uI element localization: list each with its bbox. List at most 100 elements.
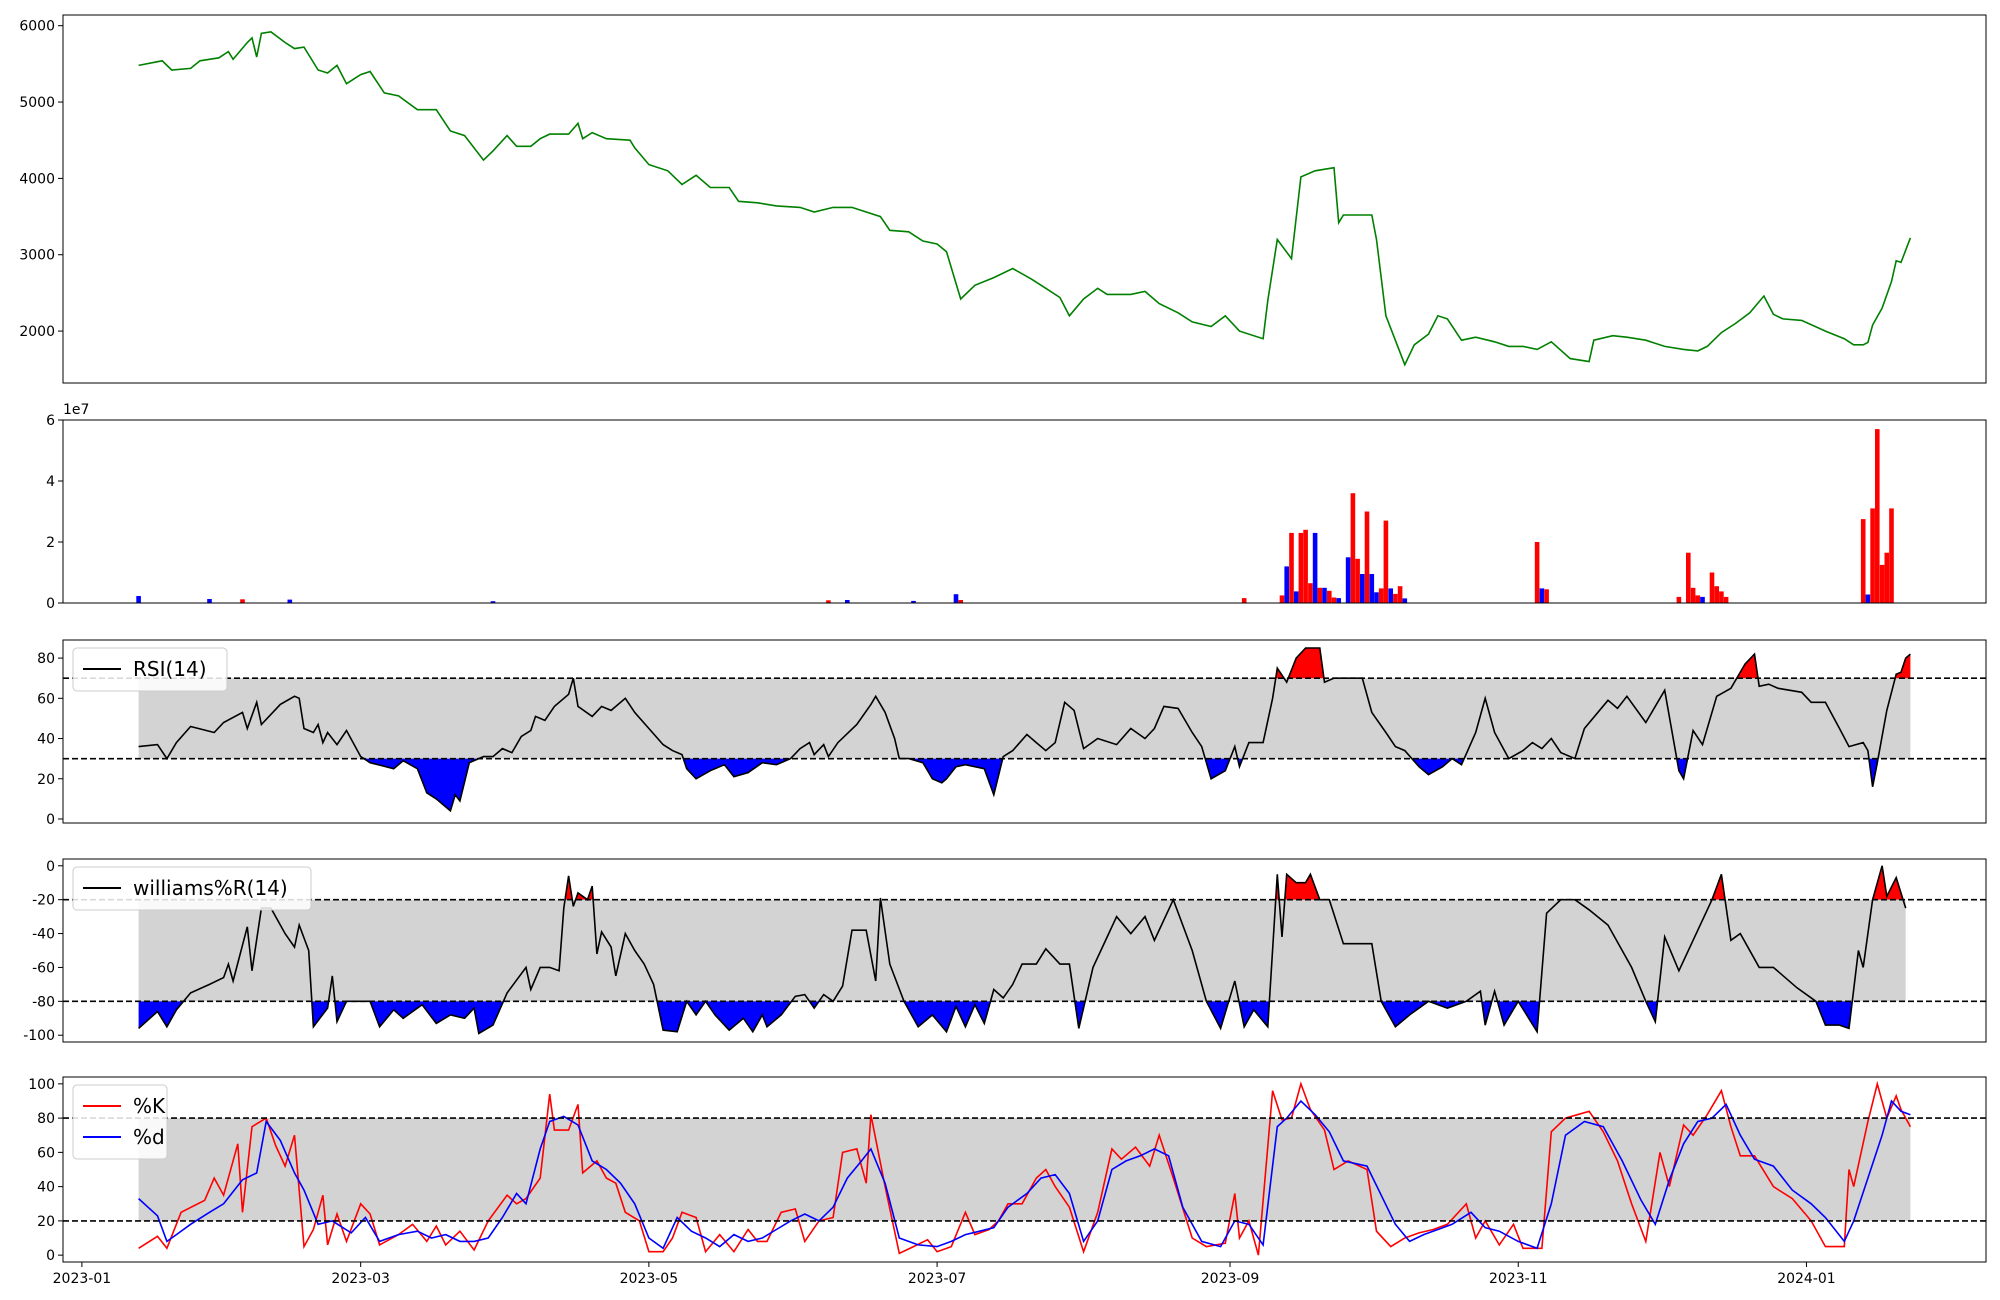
volume-bar bbox=[1308, 583, 1313, 603]
volume-bar bbox=[1875, 429, 1880, 603]
rsi-overbought-fill bbox=[1895, 654, 1911, 679]
volume-bar bbox=[1397, 586, 1403, 603]
volume-bar bbox=[1369, 574, 1375, 603]
volume-bar bbox=[136, 596, 141, 603]
volume-bar bbox=[1284, 566, 1289, 603]
williams-y-tick-label: -40 bbox=[32, 927, 55, 943]
volume-bar bbox=[1322, 587, 1327, 604]
volume-bar bbox=[1676, 596, 1682, 603]
x-axis: 2023-01 2023-03 2023-05 2023-07 2023-09 2023-… bbox=[53, 1262, 1836, 1287]
volume-bar bbox=[490, 601, 496, 603]
volume-bar bbox=[1686, 552, 1691, 603]
rsi-axes: 0 20 40 60 80 RSI(14) bbox=[37, 647, 1986, 828]
williams-y-tick-label: -80 bbox=[32, 994, 55, 1010]
price-line bbox=[138, 30, 1912, 367]
volume-bar bbox=[1723, 596, 1729, 603]
williams-oversold-fill bbox=[311, 1001, 329, 1027]
x-tick-label: 2023-03 bbox=[331, 1271, 390, 1287]
volume-bar bbox=[1298, 532, 1304, 603]
volume-bar bbox=[1695, 595, 1701, 603]
volume-bar bbox=[1350, 493, 1356, 603]
rsi-oversold-fill bbox=[1868, 758, 1879, 787]
x-tick-label: 2023-05 bbox=[620, 1271, 679, 1287]
williams-y-tick-label: -20 bbox=[32, 893, 55, 909]
williams-oversold-fill bbox=[686, 1001, 706, 1015]
volume-bar bbox=[1700, 596, 1705, 603]
volume-bar bbox=[1289, 532, 1294, 603]
x-tick-label: 2023-09 bbox=[1201, 1271, 1260, 1287]
stoch-y-tick-label: 60 bbox=[37, 1145, 55, 1161]
volume-bar bbox=[1714, 586, 1719, 603]
volume-bar bbox=[1719, 591, 1724, 603]
williams-oversold-fill bbox=[1238, 1001, 1270, 1027]
price-axes: 2000 3000 4000 5000 6000 bbox=[19, 19, 1912, 367]
rsi-legend-box bbox=[72, 647, 228, 692]
x-tick-label: 2023-07 bbox=[908, 1271, 967, 1287]
stoch-y-tick-label: 100 bbox=[28, 1077, 55, 1093]
rsi-y-tick-label: 60 bbox=[37, 691, 55, 707]
williams-legend-box bbox=[72, 866, 312, 911]
volume-bar bbox=[958, 600, 963, 603]
volume-bar bbox=[1870, 508, 1875, 603]
rsi-band bbox=[138, 678, 1911, 759]
volume-bar bbox=[1303, 529, 1308, 603]
williams-line-0 bbox=[138, 865, 1907, 1035]
williams-frame bbox=[62, 858, 1987, 1043]
williams-y-tick-label: 0 bbox=[46, 859, 55, 875]
rsi-oversold-fill bbox=[683, 758, 791, 779]
volume-bar bbox=[1364, 511, 1370, 603]
rsi-y-tick-label: 40 bbox=[37, 732, 55, 748]
volume-bar bbox=[1884, 552, 1890, 603]
rsi-y-tick-label: 0 bbox=[46, 812, 55, 828]
volume-offset-label: 1e7 bbox=[63, 402, 89, 418]
rsi-overbought-fill bbox=[1288, 648, 1324, 679]
volume-bar bbox=[1355, 558, 1360, 603]
x-tick-label: 2024-01 bbox=[1777, 1271, 1836, 1287]
rsi-frame bbox=[62, 639, 1987, 824]
volume-frame bbox=[62, 419, 1987, 604]
volume-bar bbox=[240, 599, 245, 603]
volume-bar bbox=[1388, 588, 1393, 603]
williams-oversold-fill bbox=[1428, 1001, 1467, 1009]
volume-bar bbox=[1378, 588, 1384, 603]
volume-bar bbox=[1889, 508, 1894, 603]
stoch-band bbox=[138, 1118, 1911, 1221]
volume-bar bbox=[1241, 598, 1247, 603]
stoch-legend-box bbox=[72, 1084, 168, 1160]
rsi-y-tick-label: 20 bbox=[37, 772, 55, 788]
x-tick-label: 2023-01 bbox=[53, 1271, 112, 1287]
volume-bar bbox=[1383, 520, 1389, 603]
stoch-line-1 bbox=[138, 1099, 1911, 1250]
price-frame bbox=[62, 14, 1987, 384]
volume-bar bbox=[1336, 598, 1341, 603]
volume-bar bbox=[1279, 595, 1285, 603]
rsi-overbought-fill bbox=[1736, 654, 1759, 679]
williams-oversold-fill bbox=[1381, 1001, 1429, 1027]
volume-bar bbox=[287, 599, 293, 603]
volume-bar bbox=[1865, 594, 1871, 603]
stoch-axes: 0 20 40 60 80 100 %K %d bbox=[28, 1077, 1986, 1264]
volume-bar bbox=[1317, 587, 1323, 604]
stoch-frame bbox=[62, 1076, 1987, 1263]
volume-y-tick-label: 4 bbox=[46, 474, 55, 490]
volume-bar bbox=[845, 600, 850, 603]
x-tick-label: 2023-11 bbox=[1489, 1271, 1548, 1287]
rsi-oversold-fill bbox=[1676, 758, 1688, 779]
rsi-legend: RSI(14) bbox=[72, 647, 228, 692]
price-y-tick-label: 5000 bbox=[19, 95, 55, 111]
williams-oversold-fill bbox=[809, 1001, 819, 1009]
williams-oversold-fill bbox=[1815, 1001, 1853, 1029]
volume-bar bbox=[1345, 557, 1351, 604]
williams-y-tick-label: -60 bbox=[32, 960, 55, 976]
stoch-y-tick-label: 20 bbox=[37, 1214, 55, 1230]
volume-bar bbox=[207, 599, 212, 603]
volume-bar bbox=[1402, 598, 1408, 603]
rsi-legend-label: RSI(14) bbox=[133, 657, 207, 681]
volume-bar bbox=[1327, 590, 1332, 603]
volume-bar bbox=[1312, 532, 1318, 603]
price-y-tick-label: 4000 bbox=[19, 171, 55, 187]
rsi-oversold-fill bbox=[908, 758, 1003, 795]
stoch-legend: %K %d bbox=[72, 1084, 168, 1160]
volume-axes: 0 2 4 6 1e7 bbox=[46, 402, 1894, 612]
volume-y-tick-label: 2 bbox=[46, 535, 55, 551]
